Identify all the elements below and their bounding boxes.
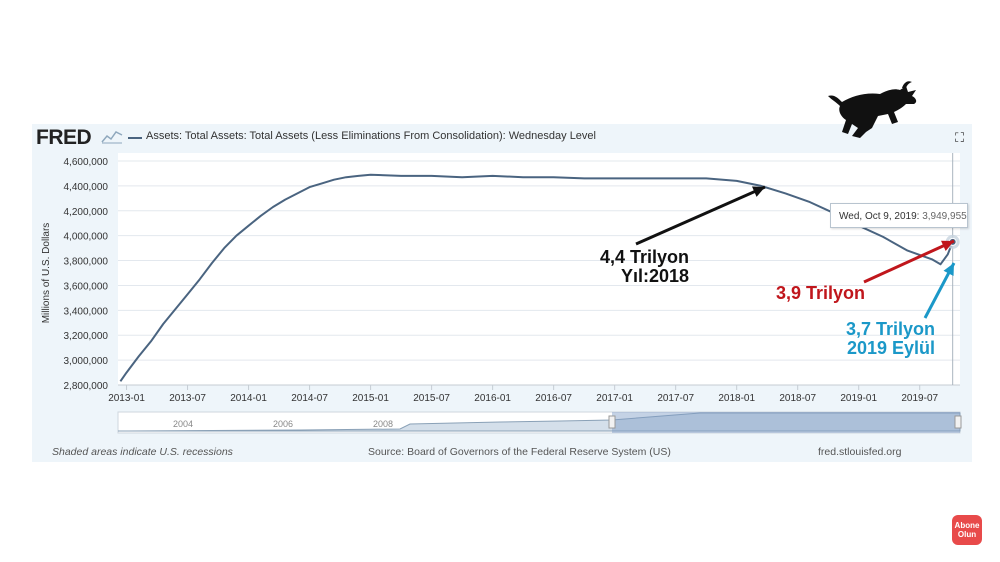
annotation-2019: 3,7 Trilyon 2019 Eylül <box>846 320 935 358</box>
source-note[interactable]: Source: Board of Governors of the Federa… <box>368 446 671 458</box>
x-tick-label: 2019-01 <box>840 393 877 404</box>
x-tick-label: 2019-07 <box>901 393 938 404</box>
arrow-current-head <box>941 240 954 251</box>
arrow-2019-head <box>943 263 954 276</box>
tooltip-value: 3,949,955 <box>922 211 967 222</box>
x-tick-label: 2018-01 <box>718 393 755 404</box>
arrow-2018-head <box>752 186 765 197</box>
annotation-2018-line1: 4,4 Trilyon <box>600 247 690 267</box>
x-tick-label: 2013-01 <box>108 393 145 404</box>
y-tick-label: 4,000,000 <box>64 232 109 243</box>
navigator-handle[interactable] <box>954 415 962 429</box>
tooltip-label: Wed, Oct 9, 2019: <box>839 211 920 222</box>
navigator-handle[interactable] <box>608 415 616 429</box>
x-tick-label: 2017-07 <box>657 393 694 404</box>
annotation-current-line1: 3,9 Trilyon <box>776 283 866 303</box>
x-tick-label: 2015-07 <box>413 393 450 404</box>
chart-icon <box>101 131 123 144</box>
legend-label[interactable]: Assets: Total Assets: Total Assets (Less… <box>146 130 596 142</box>
x-tick-label: 2014-01 <box>230 393 267 404</box>
y-tick-label: 3,600,000 <box>64 281 109 292</box>
x-tick-label: 2016-07 <box>535 393 572 404</box>
x-tick-label: 2013-07 <box>169 393 206 404</box>
recession-note: Shaded areas indicate U.S. recessions <box>52 446 233 458</box>
plot-area <box>118 153 960 385</box>
fullscreen-icon[interactable]: ⛶ <box>955 130 965 145</box>
y-tick-label: 2,800,000 <box>64 381 109 392</box>
y-tick-label: 3,000,000 <box>64 356 109 367</box>
y-tick-label: 4,200,000 <box>64 207 109 218</box>
navigator-year-label: 2004 <box>173 419 193 429</box>
annotation-2019-line2: 2019 Eylül <box>846 338 936 358</box>
x-tick-label: 2018-07 <box>779 393 816 404</box>
annotation-2018: 4,4 Trilyon Yıl:2018 <box>600 248 689 286</box>
subscribe-line2: Olun <box>957 530 977 539</box>
navigator-year-label: 2008 <box>373 419 393 429</box>
subscribe-line1: Abone <box>954 521 980 530</box>
annotation-2018-line2: Yıl:2018 <box>621 266 690 286</box>
y-tick-label: 4,600,000 <box>64 157 109 168</box>
arrow-2018 <box>635 185 766 246</box>
legend-swatch <box>128 137 142 139</box>
x-tick-label: 2016-01 <box>474 393 511 404</box>
annotation-2019-line1: 3,7 Trilyon <box>846 319 936 339</box>
x-tick-label: 2017-01 <box>596 393 633 404</box>
x-tick-label: 2014-07 <box>291 393 328 404</box>
arrow-current <box>863 239 955 284</box>
site-link[interactable]: fred.stlouisfed.org <box>818 446 902 458</box>
x-tick-label: 2015-01 <box>352 393 389 404</box>
navigator-year-label: 2006 <box>273 419 293 429</box>
y-tick-label: 3,800,000 <box>64 257 109 268</box>
navigator-selection[interactable] <box>612 412 960 433</box>
y-axis-label: Millions of U.S. Dollars <box>41 223 52 324</box>
fred-logo[interactable]: FRED <box>36 126 92 149</box>
series-line[interactable] <box>119 173 954 382</box>
tooltip: Wed, Oct 9, 2019: 3,949,955 <box>830 203 968 228</box>
annotation-current: 3,9 Trilyon <box>776 284 865 303</box>
y-tick-label: 3,200,000 <box>64 331 109 342</box>
y-tick-label: 4,400,000 <box>64 182 109 193</box>
subscribe-button[interactable]: Abone Olun <box>952 515 982 545</box>
bull-icon <box>828 81 917 138</box>
y-tick-label: 3,400,000 <box>64 306 109 317</box>
